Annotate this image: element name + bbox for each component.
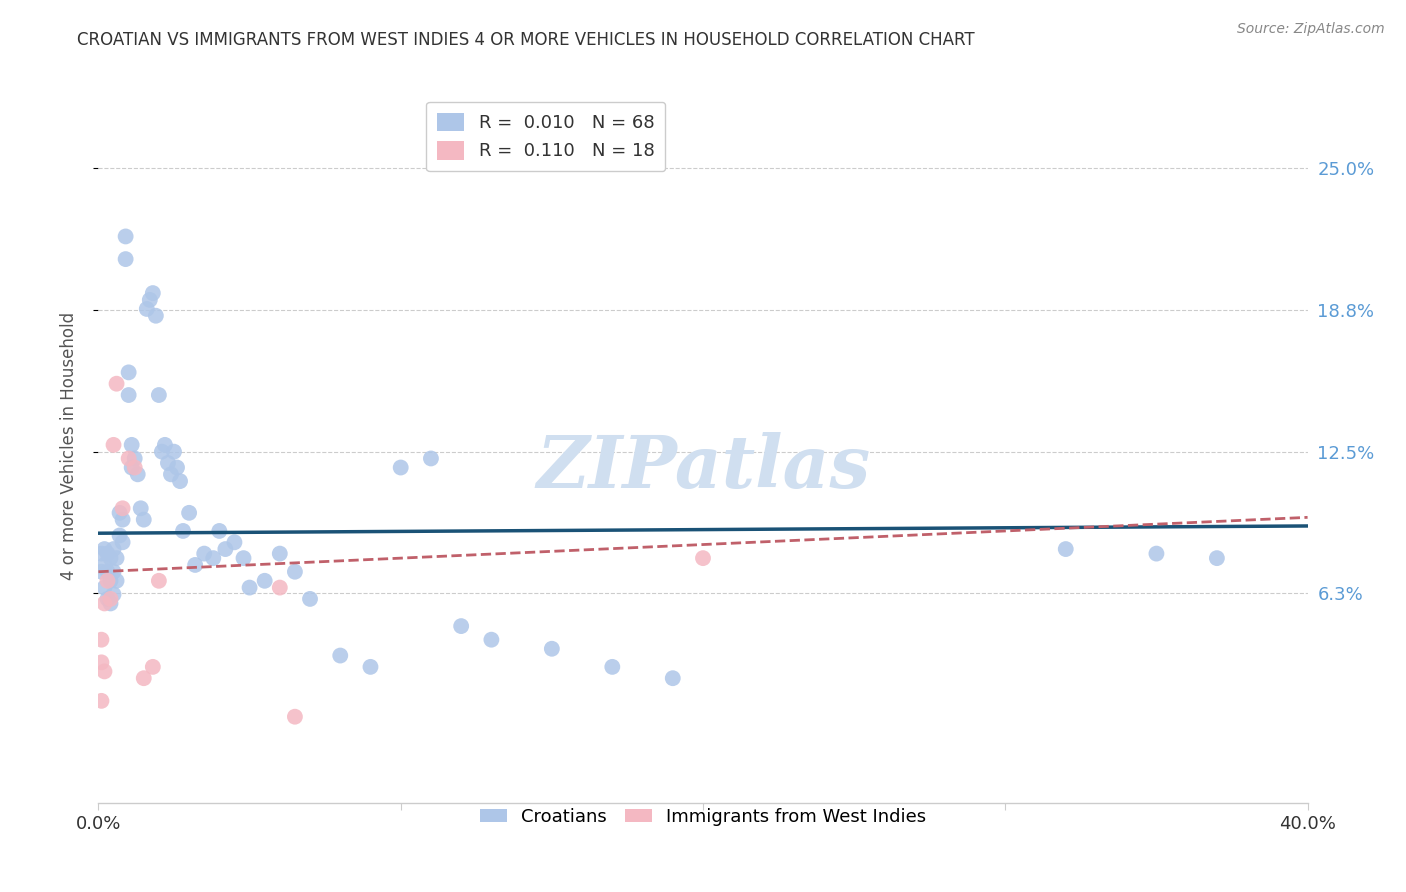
Point [269,581,291,595]
Point [142,660,165,674]
Point [108,506,131,520]
Point [90,694,112,708]
Text: ZIPatlas: ZIPatlas [536,432,870,503]
Point [163,444,186,458]
Point [284,565,307,579]
Point [148,574,170,588]
Point [142,286,165,301]
Point [103,587,125,601]
Point [100,551,122,566]
Text: CROATIAN VS IMMIGRANTS FROM WEST INDIES 4 OR MORE VEHICLES IN HOUSEHOLD CORRELAT: CROATIAN VS IMMIGRANTS FROM WEST INDIES … [77,31,974,49]
Point [93,597,115,611]
Point [111,513,134,527]
Point [284,709,307,723]
Point [481,632,503,647]
Point [100,591,122,606]
Point [90,547,112,561]
Point [135,301,157,316]
Point [299,591,322,606]
Point [224,535,246,549]
Point [239,581,262,595]
Point [105,574,128,588]
Point [148,388,170,402]
Point [111,501,134,516]
Point [132,513,155,527]
Point [139,293,162,307]
Point [389,460,412,475]
Point [90,632,112,647]
Point [118,388,141,402]
Point [96,565,118,579]
Point [661,671,683,685]
Point [118,365,141,379]
Y-axis label: 4 or more Vehicles in Household: 4 or more Vehicles in Household [59,312,77,580]
Point [420,451,443,466]
Point [103,565,125,579]
Point [90,656,112,670]
Point [108,528,131,542]
Point [450,619,472,633]
Point [100,597,122,611]
Point [172,524,194,538]
Point [124,460,146,475]
Point [269,547,291,561]
Point [602,660,624,674]
Point [360,660,382,674]
Point [132,671,155,685]
Point [329,648,352,663]
Point [202,551,225,566]
Point [692,551,714,566]
Point [93,542,115,557]
Point [156,456,179,470]
Point [103,542,125,557]
Point [150,444,173,458]
Point [1206,551,1229,566]
Point [96,574,118,588]
Point [184,558,207,572]
Point [540,641,562,656]
Point [114,252,136,266]
Point [214,542,236,557]
Point [93,665,115,679]
Point [105,376,128,391]
Point [193,547,215,561]
Point [169,474,191,488]
Point [100,574,122,588]
Point [90,565,112,579]
Point [1054,542,1077,557]
Point [124,451,146,466]
Point [208,524,231,538]
Point [166,460,188,475]
Point [253,574,276,588]
Point [105,551,128,566]
Point [160,467,183,482]
Point [121,460,143,475]
Point [179,506,201,520]
Point [121,438,143,452]
Point [145,309,167,323]
Point [232,551,254,566]
Text: Source: ZipAtlas.com: Source: ZipAtlas.com [1237,22,1385,37]
Point [96,591,118,606]
Point [1144,547,1167,561]
Legend: Croatians, Immigrants from West Indies: Croatians, Immigrants from West Indies [472,801,934,833]
Point [93,581,115,595]
Point [114,229,136,244]
Point [111,535,134,549]
Point [127,467,149,482]
Point [129,501,152,516]
Point [103,438,125,452]
Point [153,438,176,452]
Point [118,451,141,466]
Point [96,547,118,561]
Point [93,558,115,572]
